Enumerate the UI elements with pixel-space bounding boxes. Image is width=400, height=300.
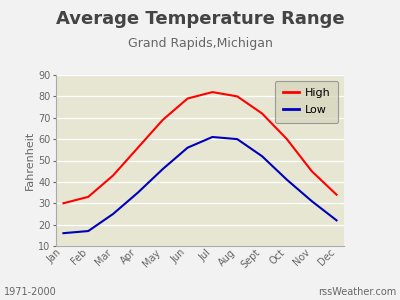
Legend: High, Low: High, Low <box>275 81 338 123</box>
Text: rssWeather.com: rssWeather.com <box>318 287 396 297</box>
Text: 1971-2000: 1971-2000 <box>4 287 57 297</box>
Text: Grand Rapids,Michigan: Grand Rapids,Michigan <box>128 38 272 50</box>
Y-axis label: Fahrenheit: Fahrenheit <box>25 131 35 190</box>
Text: Average Temperature Range: Average Temperature Range <box>56 11 344 28</box>
